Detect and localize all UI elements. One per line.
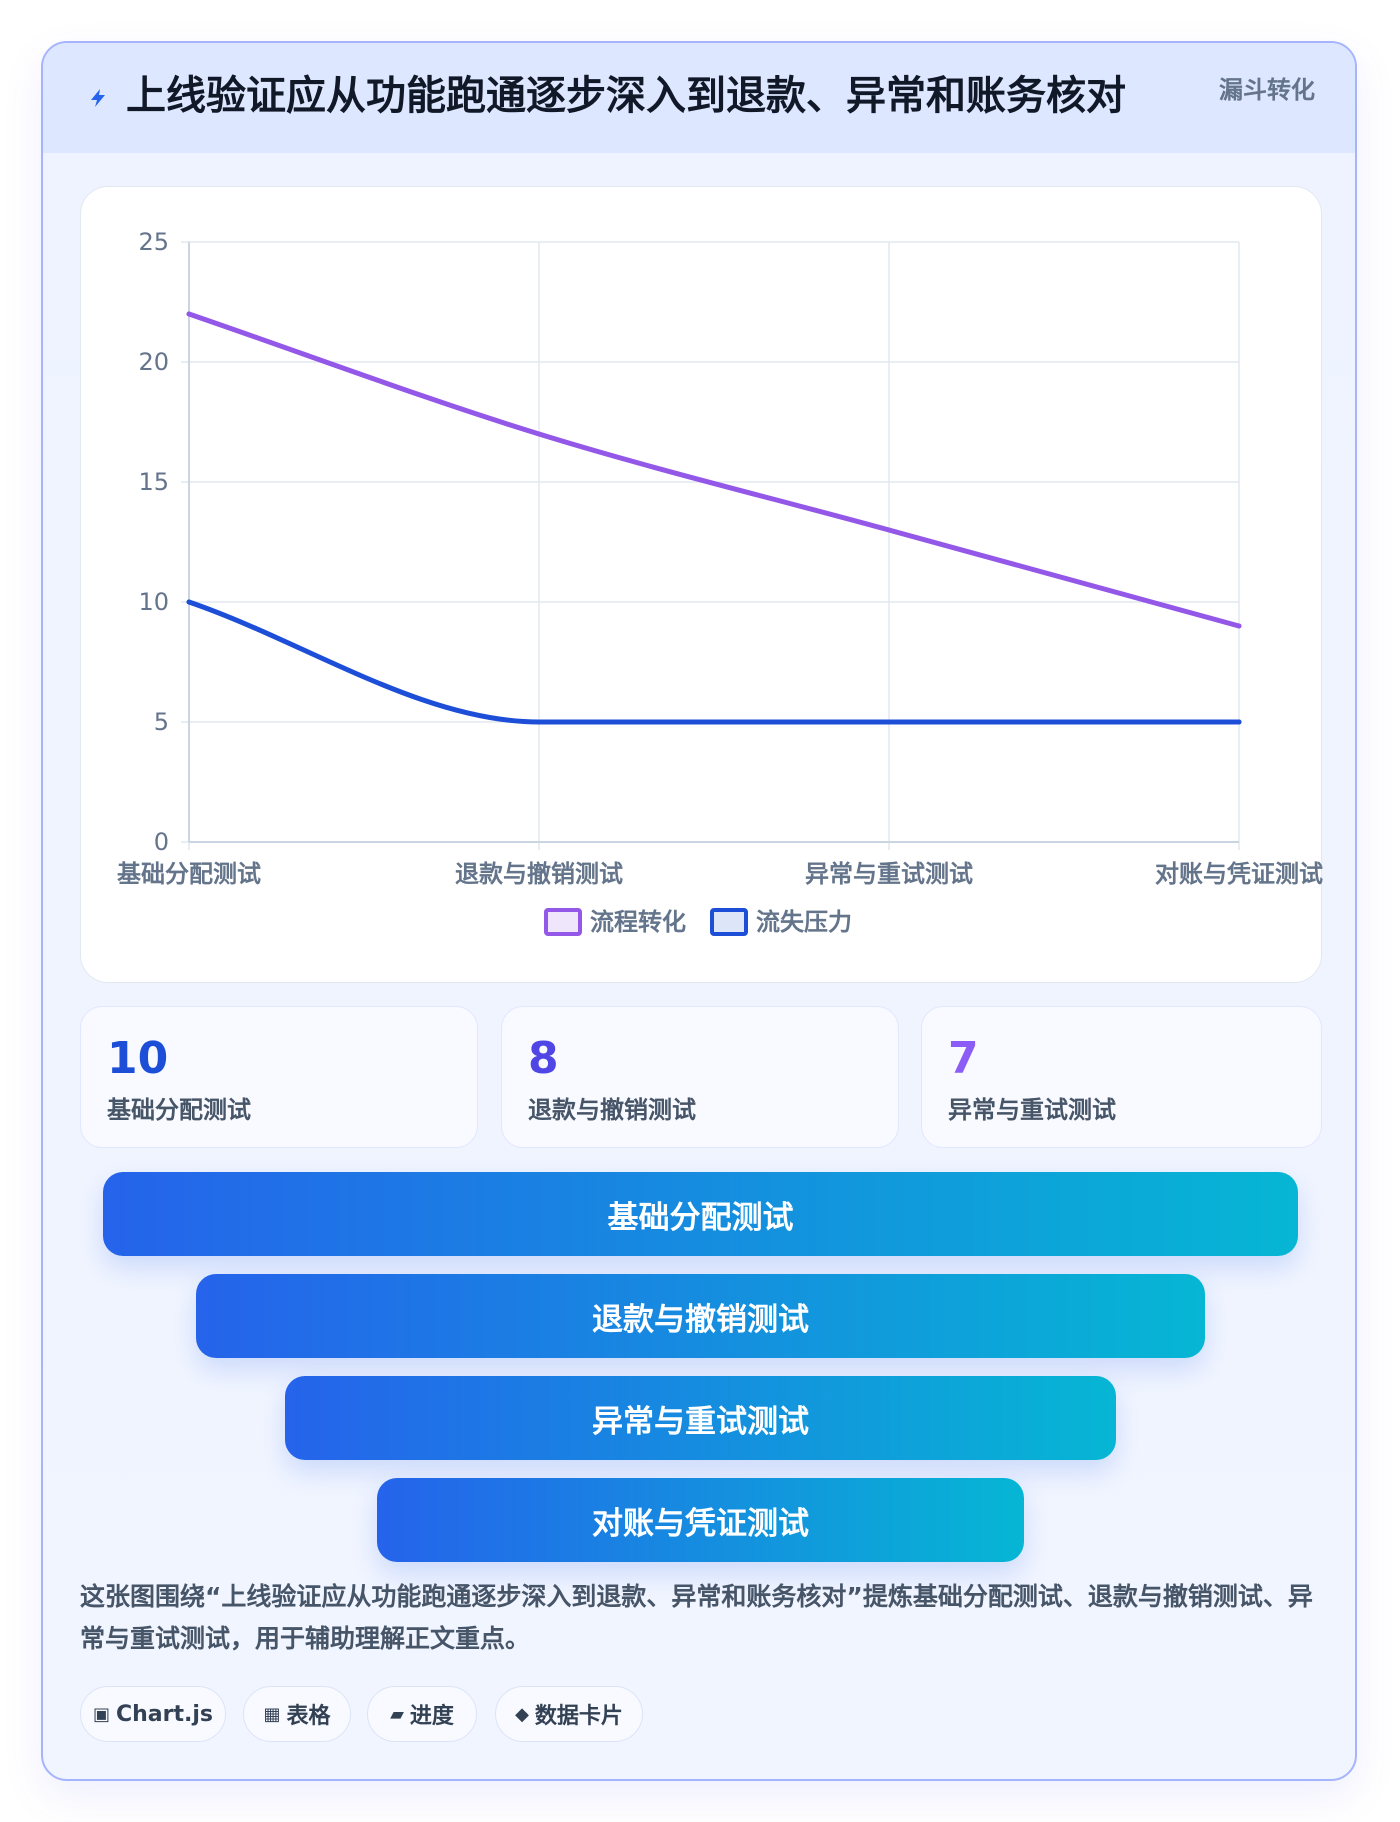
chart-card: 上线验证应从功能跑通逐步深入到退款、异常和账务核对 漏斗转化 0 5 10 15 20 2… bbox=[41, 41, 1357, 1781]
x-tick-label: 对账与凭证测试 bbox=[1155, 860, 1323, 888]
stat-label: 退款与撤销测试 bbox=[528, 1096, 696, 1124]
y-tick-label: 0 bbox=[154, 828, 169, 856]
stat-card-1: 10 基础分配测试 bbox=[80, 1006, 478, 1148]
x-tick-label: 退款与撤销测试 bbox=[455, 860, 623, 888]
tag-label: Chart.js bbox=[116, 1701, 214, 1727]
data-point bbox=[1236, 719, 1242, 725]
tag-label: 进度 bbox=[409, 1704, 454, 1729]
data-point bbox=[186, 599, 192, 605]
stat-value: 10 bbox=[107, 1033, 169, 1084]
y-tick-label: 20 bbox=[138, 348, 169, 376]
data-point bbox=[536, 431, 542, 437]
card-header: 上线验证应从功能跑通逐步深入到退款、异常和账务核对 漏斗转化 bbox=[43, 43, 1355, 153]
series-line-1 bbox=[186, 311, 1242, 629]
stat-label: 异常与重试测试 bbox=[948, 1096, 1116, 1124]
funnel-stage-2: 退款与撤销测试 bbox=[196, 1274, 1205, 1358]
table-icon: ▦ bbox=[263, 1703, 281, 1725]
chart-icon: ▣ bbox=[92, 1703, 110, 1725]
funnel-stage-4: 对账与凭证测试 bbox=[377, 1478, 1024, 1562]
tag-label: 表格 bbox=[286, 1704, 331, 1729]
data-point bbox=[1236, 623, 1242, 629]
stat-label: 基础分配测试 bbox=[107, 1096, 251, 1124]
tag-chip-data-card[interactable]: ◆ 数据卡片 bbox=[495, 1686, 643, 1742]
x-tick-label: 异常与重试测试 bbox=[805, 860, 973, 888]
y-tick-label: 15 bbox=[138, 468, 169, 496]
tag-chip-chartjs[interactable]: ▣ Chart.js bbox=[80, 1686, 226, 1742]
legend-label: 流失压力 bbox=[756, 908, 852, 936]
chart-description: 这张图围绕“上线验证应从功能跑通逐步深入到退款、异常和账务核对”提炼基础分配测试… bbox=[80, 1582, 1313, 1653]
chart-type-badge: 漏斗转化 bbox=[1219, 76, 1315, 104]
y-tick-label: 10 bbox=[138, 588, 169, 616]
legend-swatch bbox=[544, 908, 582, 936]
data-point bbox=[186, 311, 192, 317]
y-tick-label: 25 bbox=[138, 228, 169, 256]
diamond-icon: ◆ bbox=[515, 1703, 529, 1725]
progress-icon: ▰ bbox=[390, 1703, 404, 1725]
stat-card-2: 8 退款与撤销测试 bbox=[501, 1006, 899, 1148]
tag-chip-table[interactable]: ▦ 表格 bbox=[243, 1686, 351, 1742]
line-chart-panel: 0 5 10 15 20 25 基础分配测试 退款与撤销测试 异常与重试测试 对账与凭证测试流程转… bbox=[80, 186, 1323, 983]
data-point bbox=[536, 719, 542, 725]
legend-label: 流程转化 bbox=[590, 908, 686, 936]
legend-swatch bbox=[710, 908, 748, 936]
funnel-stage-1: 基础分配测试 bbox=[103, 1172, 1298, 1256]
data-point bbox=[886, 719, 892, 725]
page-title: 上线验证应从功能跑通逐步深入到退款、异常和账务核对 bbox=[126, 73, 1126, 119]
stat-value: 7 bbox=[948, 1033, 979, 1084]
lightning-icon bbox=[91, 89, 105, 107]
stat-card-3: 7 异常与重试测试 bbox=[921, 1006, 1322, 1148]
series-line-2 bbox=[186, 599, 1242, 725]
data-point bbox=[886, 527, 892, 533]
y-tick-label: 5 bbox=[154, 708, 169, 736]
x-tick-label: 基础分配测试 bbox=[117, 860, 261, 888]
tag-chip-progress[interactable]: ▰ 进度 bbox=[367, 1686, 477, 1742]
tag-label: 数据卡片 bbox=[534, 1704, 623, 1729]
stat-value: 8 bbox=[528, 1033, 559, 1084]
funnel-stage-3: 异常与重试测试 bbox=[285, 1376, 1116, 1460]
line-chart: 0 5 10 15 20 25 基础分配测试 退款与撤销测试 异常与重试测试 对账与凭证测试流程转… bbox=[117, 228, 1323, 936]
